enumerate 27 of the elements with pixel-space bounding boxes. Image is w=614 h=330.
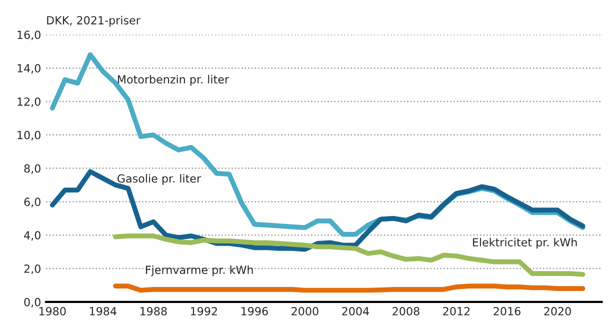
y-tick-label: 10,0: [18, 130, 40, 140]
line-series: [50, 169, 586, 252]
line-series: [113, 234, 586, 277]
x-tick-label: 1992: [190, 307, 217, 316]
y-tick-label: 6,0: [24, 198, 40, 208]
y-tick-label: 0,0: [24, 298, 40, 308]
x-tick-label: 1988: [140, 307, 167, 316]
annotation: Gasolie pr. liter: [118, 174, 202, 185]
y-tick-label: 14,0: [18, 64, 40, 74]
y-tick-label: 4,0: [24, 231, 40, 241]
y-tick-label: 16,0: [18, 30, 40, 40]
annotation: Motorbenzin pr. liter: [118, 74, 230, 86]
y-tick-label: 2,0: [24, 264, 40, 274]
y-axis-title: DKK, 2021-priser: [47, 16, 140, 27]
x-tick-label: 2004: [342, 307, 369, 316]
y-tick-label: 8,0: [24, 164, 40, 174]
x-tick-label: 2020: [544, 307, 571, 316]
x-tick-label: 1996: [242, 307, 268, 316]
x-tick-label: 2012: [443, 307, 470, 316]
x-tick-label: 1980: [39, 307, 66, 316]
x-tick-label: 2008: [392, 307, 420, 316]
x-tick-label: 2016: [494, 307, 520, 316]
y-tick-label: 12,0: [18, 97, 40, 107]
annotation: Elektricitet pr. kWh: [472, 238, 577, 249]
x-tick-label: 2000: [292, 307, 318, 316]
x-tick-label: 1984: [90, 307, 116, 316]
annotation: Fjernvarme pr. kWh: [146, 265, 253, 276]
